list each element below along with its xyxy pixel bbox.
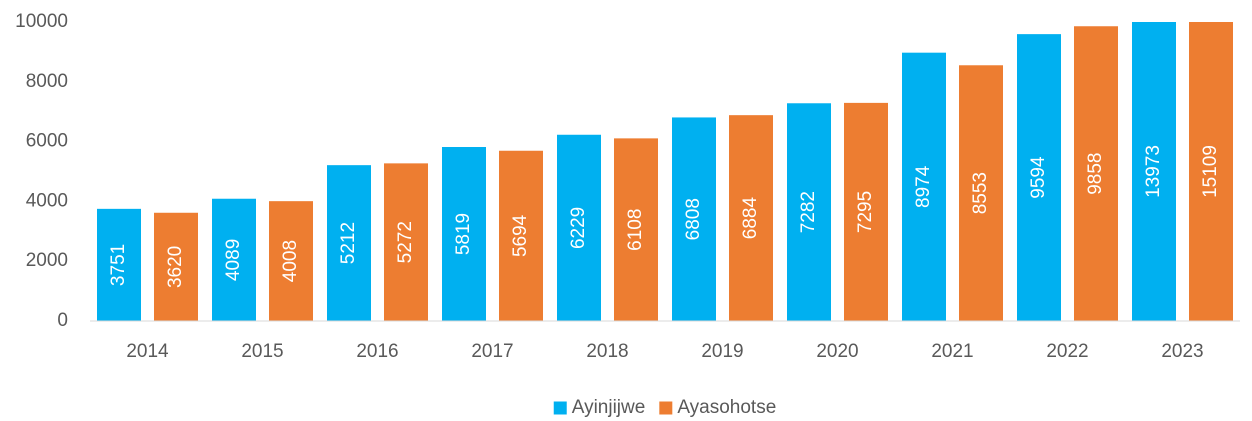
- x-tick-label: 2015: [241, 341, 283, 362]
- value-label: 5819: [453, 213, 474, 255]
- value-label: 7282: [798, 191, 819, 233]
- legend-swatch: [553, 401, 567, 415]
- bar: [1074, 26, 1118, 322]
- value-label: 6808: [683, 198, 704, 240]
- y-tick-label: 6000: [26, 131, 68, 152]
- value-label: 5272: [395, 221, 416, 263]
- bar: [1132, 22, 1176, 321]
- value-label: 4089: [223, 239, 244, 281]
- y-tick-label: 2000: [26, 250, 68, 271]
- value-label: 7295: [855, 191, 876, 233]
- value-label: 5212: [338, 222, 359, 264]
- y-tick-label: 0: [57, 310, 68, 331]
- legend-label: Ayinjijwe: [572, 397, 646, 418]
- x-tick-label: 2021: [931, 341, 973, 362]
- bar: [384, 163, 428, 321]
- value-label: 3620: [165, 246, 186, 288]
- x-tick-label: 2023: [1161, 341, 1203, 362]
- bar: [442, 147, 486, 321]
- bar: [729, 115, 773, 322]
- bar: [1189, 22, 1233, 321]
- plot-area: 3751 3620 4089 4008 5212 5272 5819 5694 6229 6108…: [97, 22, 1233, 322]
- bar: [614, 138, 658, 321]
- bar: [672, 117, 716, 322]
- value-label: 9858: [1085, 152, 1106, 194]
- x-tick-label: 2016: [356, 341, 398, 362]
- bar: [499, 150, 543, 321]
- bar: [902, 52, 946, 321]
- value-label: 6108: [625, 209, 646, 251]
- legend-swatch: [659, 401, 673, 415]
- bar: [97, 208, 141, 321]
- value-label: 13973: [1143, 145, 1164, 198]
- x-tick-label: 2019: [701, 341, 743, 362]
- value-label: 6229: [568, 207, 589, 249]
- value-label: 8974: [913, 165, 934, 208]
- bar: [327, 165, 371, 321]
- legend-label: Ayasohotse: [677, 397, 776, 418]
- x-tick-label: 2022: [1046, 341, 1088, 362]
- x-tick-label: 2014: [126, 341, 169, 362]
- bar: [557, 134, 601, 321]
- value-label: 8553: [970, 172, 991, 214]
- y-tick-label: 4000: [26, 190, 68, 211]
- value-label: 9594: [1028, 156, 1049, 199]
- bar: [269, 201, 313, 321]
- x-tick-label: 2018: [586, 341, 628, 362]
- x-tick-label: 2020: [816, 341, 858, 362]
- value-label: 5694: [510, 214, 531, 257]
- value-label: 15109: [1200, 145, 1221, 198]
- bar: [844, 102, 888, 321]
- bar: [212, 198, 256, 321]
- bar: [154, 212, 198, 321]
- bar: [787, 103, 831, 321]
- value-label: 3751: [108, 244, 129, 286]
- bar: [959, 65, 1003, 322]
- bar: [1017, 34, 1061, 321]
- value-label: 6884: [740, 197, 761, 240]
- y-tick-label: 8000: [26, 71, 68, 92]
- value-label: 4008: [280, 240, 301, 282]
- x-tick-label: 2017: [471, 341, 513, 362]
- y-tick-label: 10000: [15, 11, 68, 32]
